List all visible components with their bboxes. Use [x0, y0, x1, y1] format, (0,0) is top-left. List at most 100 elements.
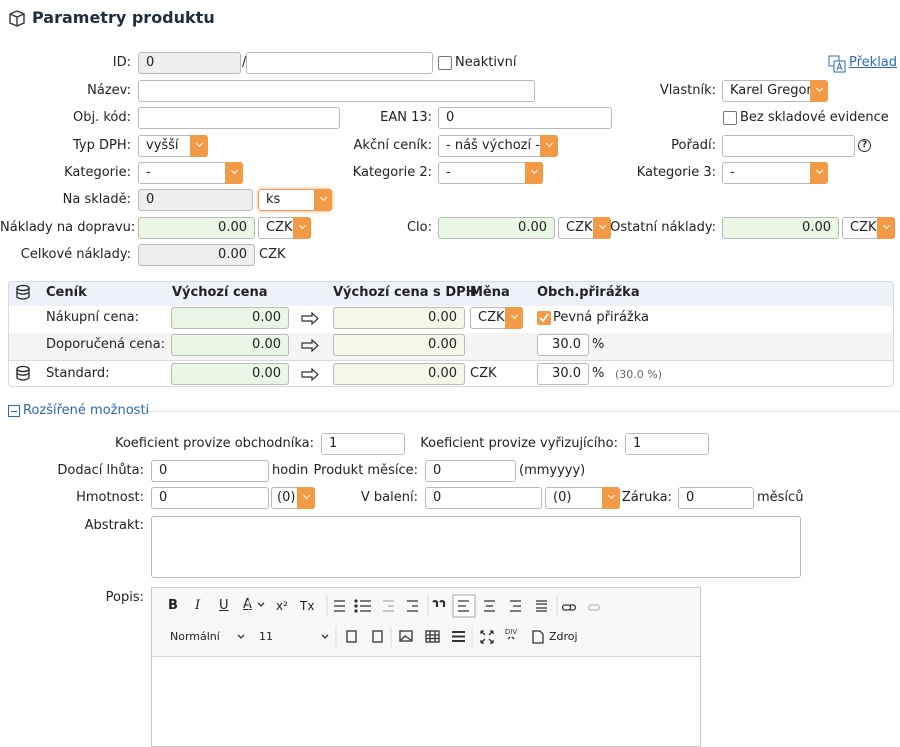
id-input[interactable]: 0 [138, 52, 241, 74]
vat-select[interactable]: vyšší [138, 135, 208, 157]
label: Pořadí: [671, 138, 716, 153]
abstract-textarea[interactable] [151, 516, 801, 578]
weight-input[interactable]: 0 [151, 487, 269, 509]
percent: % [592, 337, 605, 352]
coef-input[interactable]: 1 [321, 433, 405, 455]
row-label: Nákupní cena: [46, 310, 140, 325]
other-input[interactable]: 0.00 [722, 217, 839, 239]
help-icon[interactable]: ? [858, 139, 871, 152]
label: Kategorie: [64, 165, 131, 180]
tool-italic[interactable]: I [195, 598, 201, 613]
currency: CZK [470, 366, 497, 381]
price-input[interactable]: 0.00 [171, 334, 289, 356]
id-input-2[interactable] [246, 52, 433, 74]
category-select[interactable]: - [722, 162, 828, 184]
weight-unit-select[interactable]: (0) [271, 487, 315, 509]
coef-input[interactable]: 1 [625, 433, 709, 455]
page-title: Parametry produktu [32, 8, 215, 27]
unit-select[interactable]: ks [258, 189, 332, 211]
price-input[interactable]: 0.00 [171, 363, 289, 385]
shipping-input[interactable]: 0.00 [138, 217, 255, 239]
name-input[interactable] [138, 80, 535, 102]
label: Vlastník: [659, 83, 716, 98]
table-separator [9, 360, 893, 361]
label: Akční ceník: [353, 138, 432, 153]
tool-underline[interactable]: U [219, 598, 229, 613]
tool-source[interactable]: Zdroj [549, 630, 578, 643]
size-select[interactable]: 11 [259, 630, 273, 643]
label: Clo: [406, 220, 432, 235]
month-input[interactable]: 0 [425, 460, 516, 482]
editor-toolbar [152, 588, 700, 657]
margin-input[interactable]: 30.0 [537, 363, 589, 385]
total-input: 0.00 [138, 244, 255, 266]
owner-select[interactable]: Karel Gregor [722, 80, 828, 102]
tool-clear-format[interactable]: Tx [300, 599, 315, 613]
table-header [9, 282, 893, 306]
label: Abstrakt: [84, 518, 144, 533]
column-header: Měna [470, 285, 510, 300]
box-icon [9, 10, 25, 27]
checkbox[interactable] [438, 56, 452, 70]
checkbox-label: Pevná přirážka [553, 310, 650, 325]
percent: % [592, 366, 605, 381]
check-mark [539, 313, 549, 323]
label: V balení: [360, 490, 418, 505]
warranty-input[interactable]: 0 [678, 487, 754, 509]
checkbox-label: Bez skladové evidence [740, 110, 889, 125]
package-input[interactable]: 0 [425, 487, 542, 509]
label: Hmotnost: [76, 490, 144, 505]
tool-superscript[interactable]: x² [276, 599, 288, 613]
price-vat-input[interactable]: 0.00 [333, 307, 465, 329]
price-vat-input[interactable]: 0.00 [333, 334, 465, 356]
currency-select[interactable]: CZK [842, 217, 895, 239]
currency-select[interactable]: CZK [258, 217, 311, 239]
currency-select[interactable]: CZK [558, 217, 611, 239]
category-select[interactable]: - [138, 162, 243, 184]
label: Typ DPH: [73, 138, 131, 153]
checkbox-label: Neaktivní [455, 55, 517, 70]
pricelist-icon [16, 284, 30, 300]
column-header: Výchozí cena s DPH [333, 285, 477, 300]
label: Obj. kód: [72, 110, 131, 125]
div-icon: DIV [505, 628, 517, 636]
price-vat-input[interactable]: 0.00 [333, 363, 465, 385]
stock-input[interactable]: 0 [138, 189, 253, 211]
arrows [301, 311, 319, 382]
ean-input[interactable]: 0 [438, 107, 612, 129]
translate-link[interactable]: Překlad [849, 55, 898, 70]
translate-icon[interactable] [828, 55, 846, 73]
column-header: Výchozí cena [172, 285, 268, 300]
section-line [148, 411, 900, 412]
section-toggle[interactable]: Rozšířené možnosti [23, 403, 150, 418]
label: Dodací lhůta: [57, 463, 144, 478]
editor[interactable] [151, 587, 701, 747]
currency-select[interactable]: CZK [470, 307, 523, 329]
order-input[interactable] [722, 135, 855, 157]
tool-color[interactable]: A [243, 597, 252, 612]
separator: / [242, 55, 247, 70]
category-select[interactable]: - [438, 162, 543, 184]
package-unit-select[interactable]: (0) [545, 487, 620, 509]
checkbox[interactable] [723, 111, 737, 125]
delivery-input[interactable]: 0 [151, 460, 269, 482]
tool-bold[interactable]: B [168, 598, 178, 613]
label: Koeficient provize obchodníka: [114, 436, 314, 451]
label: Produkt měsíce: [313, 463, 418, 478]
unit: měsíců [757, 490, 804, 505]
label: Náklady na dopravu: [0, 220, 136, 235]
pricelist-icon [16, 365, 30, 381]
label: Na skladě: [62, 192, 131, 207]
column-header: Obch.přirážka [537, 285, 640, 300]
code-input[interactable] [138, 107, 340, 129]
hint: (mmyyyy) [519, 463, 586, 478]
promo-select[interactable]: - náš výchozí - [438, 135, 558, 157]
duty-input[interactable]: 0.00 [438, 217, 555, 239]
unit: hodin [272, 463, 309, 478]
collapse-icon[interactable] [8, 405, 20, 417]
format-select[interactable]: Normální [170, 630, 220, 643]
price-input[interactable]: 0.00 [171, 307, 289, 329]
margin-input[interactable]: 30.0 [537, 334, 589, 356]
label: EAN 13: [380, 110, 432, 125]
